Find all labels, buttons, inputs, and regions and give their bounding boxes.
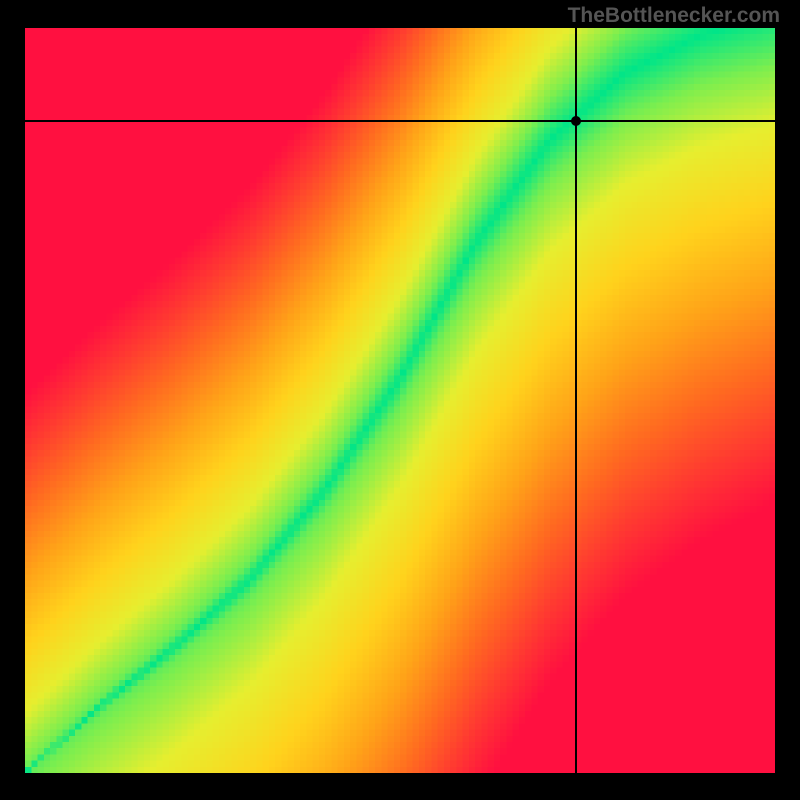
chart-container: TheBottlenecker.com — [0, 0, 800, 800]
heatmap-canvas — [25, 28, 775, 773]
crosshair-vertical — [575, 28, 577, 773]
crosshair-horizontal — [25, 120, 775, 122]
watermark-text: TheBottlenecker.com — [568, 4, 780, 28]
